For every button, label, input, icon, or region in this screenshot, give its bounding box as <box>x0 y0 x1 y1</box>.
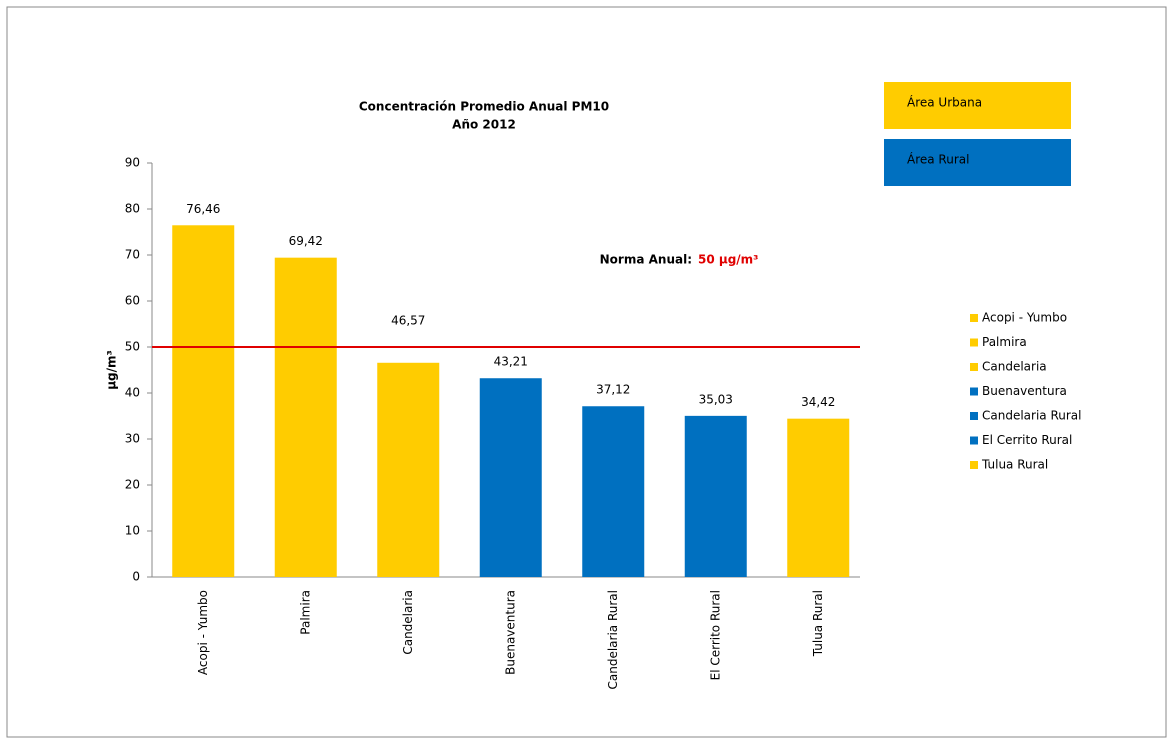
bar <box>172 225 235 577</box>
bar <box>684 415 747 577</box>
y-tick-label: 10 <box>125 524 140 538</box>
reference-value-label: 50 µg/m³ <box>698 253 758 267</box>
x-tick-label: Candelaria Rural <box>606 590 620 690</box>
x-tick-label: El Cerrito Rural <box>708 590 722 680</box>
legend-swatch <box>970 461 978 469</box>
y-tick-label: 70 <box>125 248 140 262</box>
y-tick-label: 60 <box>125 294 140 308</box>
value-label: 76,46 <box>186 202 220 216</box>
y-axis-label: µg/m³ <box>105 350 119 390</box>
value-label: 35,03 <box>699 392 733 406</box>
value-label: 69,42 <box>289 234 323 248</box>
y-tick-label: 30 <box>125 432 140 446</box>
legend-swatch <box>970 314 978 322</box>
y-tick-label: 40 <box>125 386 140 400</box>
area-box-label: Área Urbana <box>907 95 982 110</box>
x-tick-label: Acopi - Yumbo <box>196 590 210 675</box>
legend-swatch <box>970 338 978 347</box>
legend-label: Acopi - Yumbo <box>982 311 1067 325</box>
area-box-label: Área Rural <box>907 152 969 167</box>
chart-title: Concentración Promedio Anual PM10 <box>359 100 609 114</box>
legend-swatch <box>970 412 978 420</box>
legend-label: Tulua Rural <box>981 458 1048 472</box>
legend-label: Candelaria <box>982 360 1047 374</box>
bar <box>377 362 440 577</box>
legend-swatch <box>970 387 978 396</box>
y-tick-label: 20 <box>125 478 140 492</box>
x-tick-label: Tulua Rural <box>811 590 825 657</box>
value-label: 34,42 <box>801 395 835 409</box>
legend-label: El Cerrito Rural <box>982 433 1072 447</box>
chart-subtitle: Año 2012 <box>452 118 516 132</box>
reference-label: Norma Anual: <box>600 253 692 267</box>
bar <box>479 378 542 577</box>
legend-label: Candelaria Rural <box>982 409 1082 423</box>
y-tick-label: 0 <box>132 570 140 584</box>
x-tick-label: Candelaria <box>401 590 415 655</box>
area-box <box>884 82 1071 129</box>
value-label: 46,57 <box>391 313 425 327</box>
x-tick-label: Buenaventura <box>503 590 517 675</box>
value-label: 43,21 <box>494 355 528 369</box>
legend-label: Buenaventura <box>982 384 1067 398</box>
area-box <box>884 139 1071 186</box>
bar <box>582 406 645 577</box>
bar <box>787 418 850 577</box>
value-label: 37,12 <box>596 383 630 397</box>
legend-swatch <box>970 363 978 371</box>
y-tick-label: 90 <box>125 156 140 170</box>
y-tick-label: 80 <box>125 202 140 216</box>
x-tick-label: Palmira <box>298 590 312 635</box>
legend-swatch <box>970 436 978 445</box>
bar <box>274 257 337 577</box>
y-tick-label: 50 <box>125 340 140 354</box>
legend-label: Palmira <box>982 335 1027 349</box>
